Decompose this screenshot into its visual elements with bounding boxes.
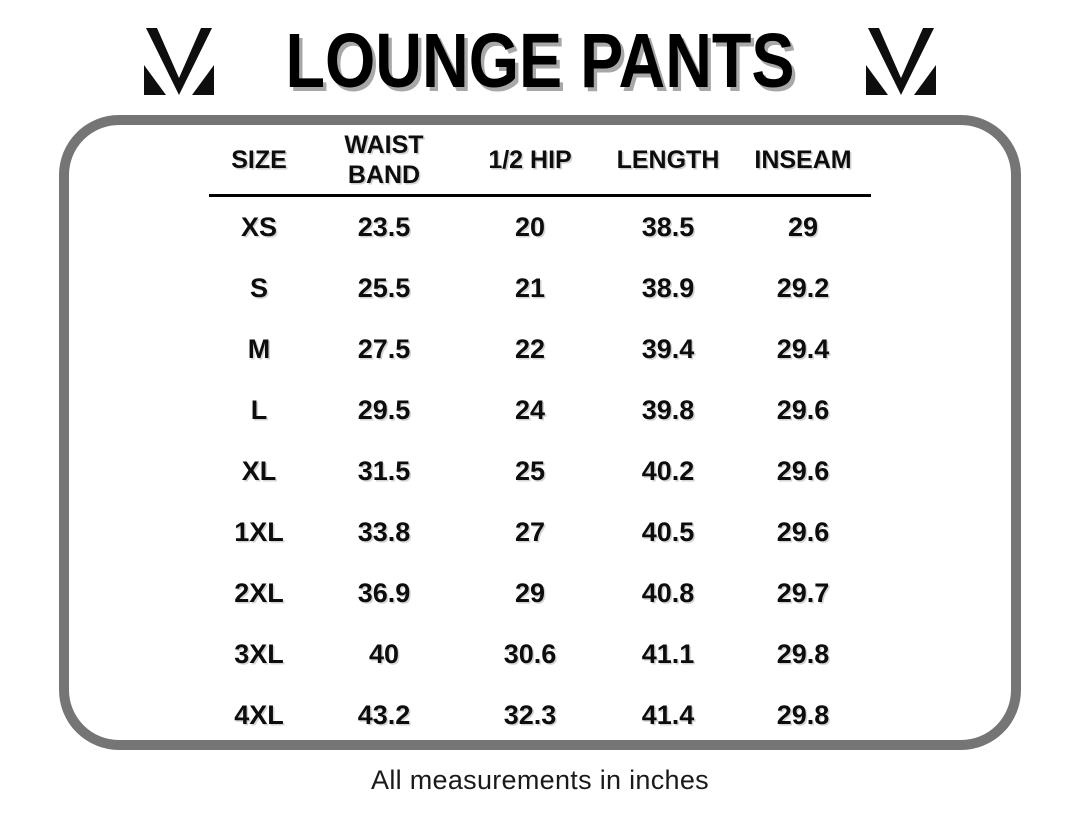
- table-row-xs: XS 23.5 20 38.5 29: [209, 197, 871, 258]
- table-row-l: L 29.5 24 39.8 29.6: [209, 380, 871, 441]
- cell-inseam: 29.8: [776, 700, 830, 730]
- column-header-size: SIZE: [209, 145, 309, 175]
- cell-waist-band: 25.5: [357, 273, 411, 303]
- cell-length: 39.8: [641, 395, 695, 425]
- cell-half-hip: 25: [514, 456, 546, 486]
- cell-size: 4XL: [234, 700, 284, 730]
- cell-length: 39.4: [641, 334, 695, 364]
- table-row-m: M 27.5 22 39.4 29.4: [209, 319, 871, 380]
- column-header-waist-band: WAIST BAND: [309, 130, 459, 190]
- cell-size: 1XL: [234, 517, 284, 547]
- cell-length: 40.2: [641, 456, 695, 486]
- brand-m-logo-icon-right: [865, 27, 937, 95]
- cell-size: S: [249, 273, 268, 303]
- cell-inseam: 29.2: [776, 273, 830, 303]
- cell-inseam: 29: [787, 212, 819, 242]
- cell-inseam: 29.7: [776, 578, 830, 608]
- cell-size: 2XL: [234, 578, 284, 608]
- measurements-note: All measurements in inches: [371, 765, 709, 795]
- cell-size: XL: [241, 456, 277, 486]
- masthead: LOUNGE PANTS: [0, 0, 1080, 112]
- size-chart-page: LOUNGE PANTS SIZE WAIST BAND 1/2 HIP LEN…: [0, 0, 1080, 795]
- table-row-1xl: 1XL 33.8 27 40.5 29.6: [209, 502, 871, 563]
- column-header-inseam: INSEAM: [735, 145, 871, 175]
- size-chart-frame: SIZE WAIST BAND 1/2 HIP LENGTH INSEAM XS…: [59, 115, 1021, 750]
- cell-half-hip: 22: [514, 334, 546, 364]
- column-header-length: LENGTH: [601, 145, 735, 175]
- cell-inseam: 29.6: [776, 517, 830, 547]
- cell-half-hip: 27: [514, 517, 546, 547]
- column-header-waist-band-label: WAIST BAND: [344, 131, 424, 189]
- table-row-4xl: 4XL 43.2 32.3 41.4 29.8: [209, 685, 871, 740]
- table-row-xl: XL 31.5 25 40.2 29.6: [209, 441, 871, 502]
- cell-half-hip: 32.3: [503, 700, 557, 730]
- size-table: SIZE WAIST BAND 1/2 HIP LENGTH INSEAM XS…: [209, 125, 871, 740]
- cell-inseam: 29.8: [776, 639, 830, 669]
- cell-waist-band: 23.5: [357, 212, 411, 242]
- table-row-2xl: 2XL 36.9 29 40.8 29.7: [209, 563, 871, 624]
- cell-waist-band: 27.5: [357, 334, 411, 364]
- cell-size: 3XL: [234, 639, 284, 669]
- cell-length: 38.9: [641, 273, 695, 303]
- cell-inseam: 29.6: [776, 395, 830, 425]
- table-header-row: SIZE WAIST BAND 1/2 HIP LENGTH INSEAM: [209, 130, 871, 197]
- cell-size: XS: [240, 212, 278, 242]
- table-row-3xl: 3XL 40 30.6 41.1 29.8: [209, 624, 871, 685]
- cell-waist-band: 29.5: [357, 395, 411, 425]
- cell-half-hip: 29: [514, 578, 546, 608]
- cell-size: L: [250, 395, 268, 425]
- cell-length: 40.5: [641, 517, 695, 547]
- column-header-size-label: SIZE: [231, 146, 287, 174]
- cell-size: M: [247, 334, 271, 364]
- cell-length: 41.1: [641, 639, 695, 669]
- cell-length: 40.8: [641, 578, 695, 608]
- cell-half-hip: 30.6: [503, 639, 557, 669]
- cell-inseam: 29.6: [776, 456, 830, 486]
- cell-half-hip: 21: [514, 273, 546, 303]
- brand-m-logo-icon-left: [143, 27, 215, 95]
- column-header-half-hip: 1/2 HIP: [459, 145, 601, 175]
- cell-length: 38.5: [641, 212, 695, 242]
- cell-half-hip: 24: [514, 395, 546, 425]
- page-title: LOUNGE PANTS: [285, 17, 795, 104]
- cell-waist-band: 40: [368, 639, 400, 669]
- cell-length: 41.4: [641, 700, 695, 730]
- cell-waist-band: 43.2: [357, 700, 411, 730]
- cell-waist-band: 36.9: [357, 578, 411, 608]
- cell-waist-band: 33.8: [357, 517, 411, 547]
- cell-inseam: 29.4: [776, 334, 830, 364]
- column-header-inseam-label: INSEAM: [754, 146, 852, 174]
- column-header-half-hip-label: 1/2 HIP: [488, 146, 572, 174]
- cell-half-hip: 20: [514, 212, 546, 242]
- table-row-s: S 25.5 21 38.9 29.2: [209, 258, 871, 319]
- column-header-length-label: LENGTH: [616, 146, 720, 174]
- cell-waist-band: 31.5: [357, 456, 411, 486]
